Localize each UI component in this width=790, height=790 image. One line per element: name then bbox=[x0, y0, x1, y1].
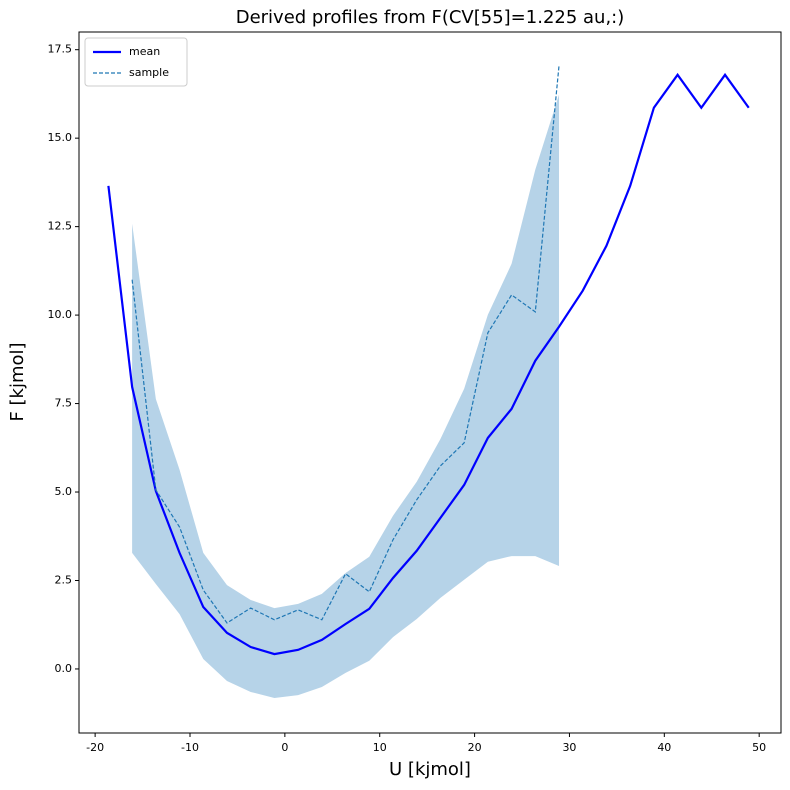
chart-title: Derived profiles from F(CV[55]=1.225 au,… bbox=[236, 7, 625, 28]
legend-label: sample bbox=[129, 66, 169, 79]
legend-box bbox=[84, 37, 188, 87]
x-tick-label: 50 bbox=[752, 741, 766, 754]
y-tick-label: 17.5 bbox=[48, 43, 73, 56]
legend-label: mean bbox=[129, 45, 160, 58]
series-line bbox=[107, 72, 750, 656]
plot-frame bbox=[78, 31, 782, 734]
x-tick-label: 10 bbox=[373, 741, 387, 754]
y-tick-label: 2.5 bbox=[55, 573, 73, 586]
y-tick-label: 5.0 bbox=[55, 485, 73, 498]
x-tick-label: -10 bbox=[181, 741, 199, 754]
y-tick-label: 0.0 bbox=[55, 662, 73, 675]
y-tick-label: 12.5 bbox=[48, 220, 73, 233]
x-tick-label: 30 bbox=[562, 741, 576, 754]
y-tick-label: 7.5 bbox=[55, 397, 73, 410]
x-tick-label: 20 bbox=[468, 741, 482, 754]
y-tick-label: 10.0 bbox=[48, 308, 73, 321]
x-tick-label: 0 bbox=[281, 741, 288, 754]
y-tick-label: 15.0 bbox=[48, 131, 73, 144]
x-tick-label: -20 bbox=[86, 741, 104, 754]
y-axis-label: F [kjmol] bbox=[7, 342, 28, 421]
confidence-band bbox=[132, 94, 560, 698]
series-line bbox=[131, 65, 560, 624]
x-axis-label: U [kjmol] bbox=[389, 759, 471, 780]
x-tick-label: 40 bbox=[657, 741, 671, 754]
